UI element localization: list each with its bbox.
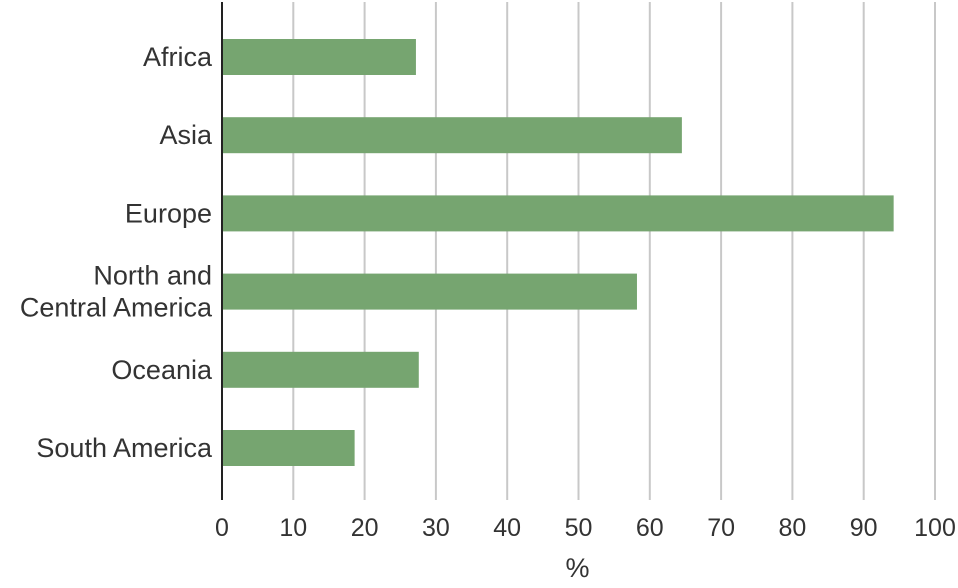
category-label: Europe [125, 198, 212, 228]
bar [222, 39, 416, 75]
x-tick-label: 60 [636, 514, 664, 542]
bar [222, 351, 419, 388]
x-tick-label: 30 [422, 514, 450, 542]
bar [222, 273, 637, 310]
category-label: Asia [159, 120, 213, 150]
category-label: South America [36, 433, 213, 463]
x-tick-label: 0 [215, 514, 229, 542]
x-tick-label: 50 [565, 514, 593, 542]
x-tick-label: 90 [850, 514, 878, 542]
category-label: Oceania [111, 355, 213, 385]
x-tick-label: 70 [707, 514, 735, 542]
x-tick-label: 40 [493, 514, 521, 542]
x-tick-label: 80 [778, 514, 806, 542]
category-label: Africa [143, 42, 213, 72]
bar [222, 117, 682, 154]
gridlines [292, 2, 936, 500]
x-tick-label: 10 [279, 514, 307, 542]
x-tick-label: 20 [351, 514, 379, 542]
bar [222, 195, 894, 232]
category-label: North and Central America [20, 261, 213, 323]
x-axis-title: % [565, 553, 589, 583]
x-tick-label: 100 [914, 514, 956, 542]
category-labels: Africa Asia Europe North and Central America… [20, 42, 213, 463]
bar [222, 430, 355, 466]
x-tick-labels: 0 10 20 30 40 50 60 70 80 90 100 [215, 514, 956, 542]
bars [222, 39, 894, 466]
